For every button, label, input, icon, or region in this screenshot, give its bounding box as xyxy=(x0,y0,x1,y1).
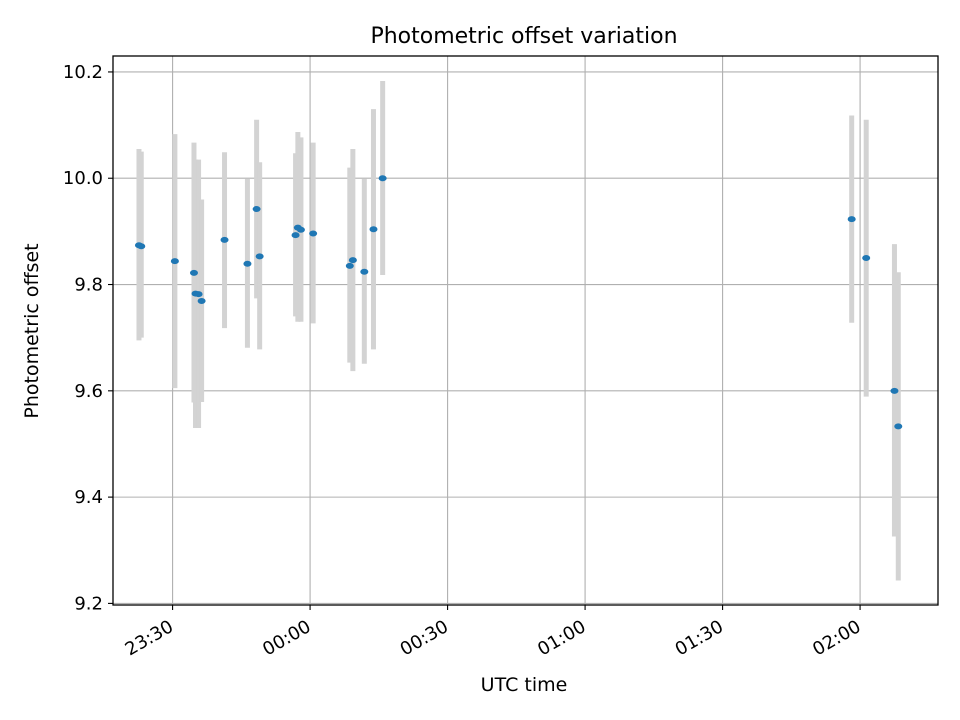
data-point xyxy=(197,298,206,305)
data-point xyxy=(369,226,378,233)
data-point xyxy=(252,206,261,213)
data-points xyxy=(134,175,903,430)
y-axis-ticks: 9.2 9.4 9.6 9.8 10.0 10.2 xyxy=(63,62,113,614)
data-point xyxy=(189,269,198,276)
data-point xyxy=(194,291,203,298)
data-point xyxy=(348,257,357,264)
y-tick-label: 10.0 xyxy=(63,168,103,189)
data-point xyxy=(890,387,899,394)
data-point xyxy=(220,236,229,243)
plot-frame xyxy=(112,55,939,606)
grid xyxy=(113,56,938,605)
data-point xyxy=(296,226,305,233)
data-point xyxy=(862,254,871,261)
data-point xyxy=(847,216,856,223)
chart-title: Photometric offset variation xyxy=(370,24,677,49)
data-point xyxy=(170,258,179,265)
data-point xyxy=(894,423,903,430)
data-point xyxy=(291,232,300,239)
y-tick-label: 9.4 xyxy=(74,487,103,508)
data-point xyxy=(345,262,354,269)
y-axis-label: Photometric offset xyxy=(21,243,43,418)
y-tick-label: 9.8 xyxy=(74,275,103,296)
data-point xyxy=(137,243,146,250)
data-point xyxy=(255,253,264,260)
y-tick-label: 9.6 xyxy=(74,381,103,402)
data-point xyxy=(378,175,387,182)
data-point xyxy=(309,230,318,237)
y-tick-label: 9.2 xyxy=(74,593,103,614)
data-point xyxy=(243,260,252,267)
x-axis-label: UTC time xyxy=(481,674,568,696)
y-tick-label: 10.2 xyxy=(63,62,103,83)
data-point xyxy=(360,268,369,275)
